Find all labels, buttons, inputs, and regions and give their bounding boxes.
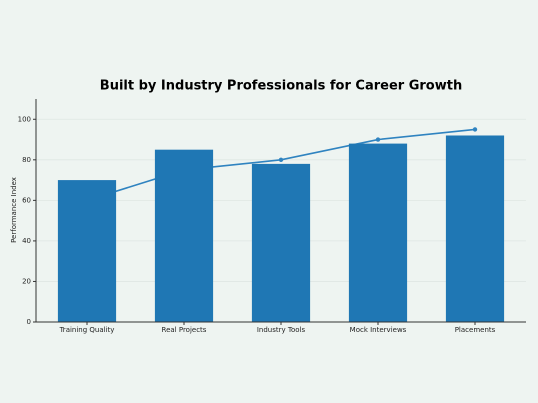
line-marker (278, 157, 284, 163)
y-axis-label: Performance Index (10, 177, 18, 243)
bar (348, 143, 408, 322)
chart-title: Built by Industry Professionals for Care… (100, 79, 462, 94)
line-marker (375, 137, 381, 142)
bar (251, 163, 311, 322)
x-tick-label: Placements (455, 326, 496, 334)
bar (445, 135, 505, 322)
y-tick-label: 60 (22, 196, 31, 204)
y-tick-label: 80 (22, 156, 31, 164)
bar (57, 180, 117, 322)
line-marker (472, 127, 478, 132)
x-tick-label: Industry Tools (257, 326, 306, 334)
plot-area (57, 127, 505, 322)
x-tick-label: Mock Interviews (350, 326, 407, 334)
y-tick-label: 40 (22, 237, 31, 245)
y-tick-label: 100 (18, 115, 31, 123)
bar (154, 149, 214, 322)
y-tick-label: 0 (27, 318, 31, 326)
y-tick-label: 20 (22, 277, 31, 285)
x-tick-label: Training Quality (59, 326, 115, 334)
axes: 0 20 40 60 80 100 Training Quality Real Project… (18, 99, 526, 334)
x-tick-label: Real Projects (162, 326, 207, 334)
